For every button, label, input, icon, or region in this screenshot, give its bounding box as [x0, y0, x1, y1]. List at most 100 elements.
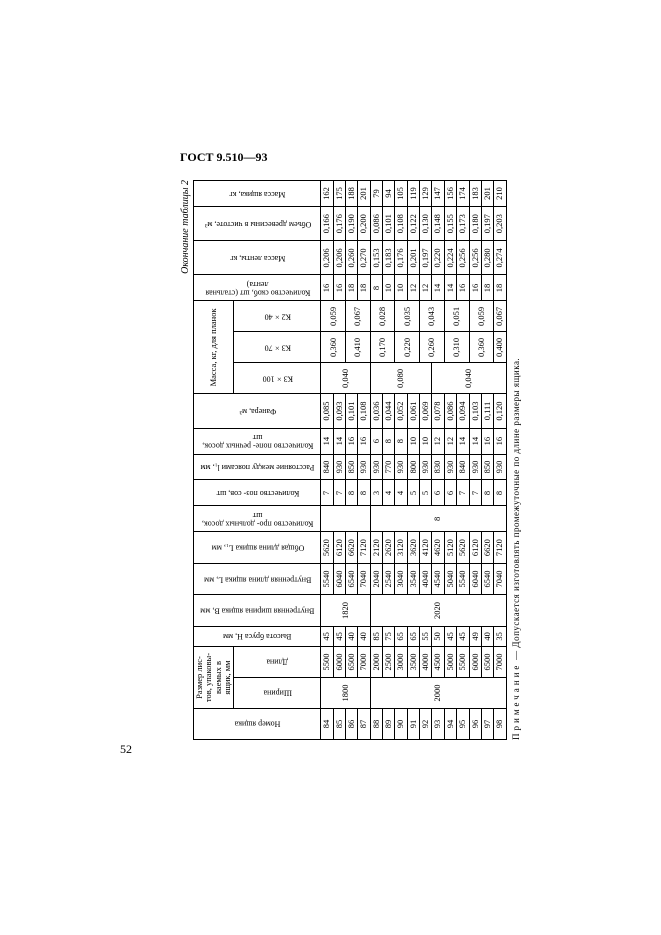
- table-cell: 3620: [407, 532, 419, 563]
- header-strap-mass: Масса ленты, кг: [194, 241, 321, 275]
- table-cell: 5620: [321, 532, 333, 563]
- header-number: Номер ящика: [194, 709, 321, 740]
- table-cell: 0,224: [444, 241, 456, 275]
- table-cell: 0,197: [420, 241, 432, 275]
- table-cell: [321, 506, 370, 532]
- table-cell: 40: [358, 626, 370, 646]
- table-cell: 0,153: [370, 241, 382, 275]
- table-cell: 3040: [395, 563, 407, 594]
- table-cell: 12: [444, 428, 456, 454]
- table-cell: 14: [432, 275, 444, 301]
- table-cell: 930: [333, 454, 345, 480]
- table-cell: 0,061: [407, 394, 419, 428]
- table-cell: 0,206: [333, 241, 345, 275]
- table-cell: 14: [444, 275, 456, 301]
- table-cell: 89: [383, 709, 395, 740]
- table-cell: 4620: [432, 532, 444, 563]
- table-cell: 3000: [395, 647, 407, 678]
- table-cell: 0,197: [481, 207, 493, 241]
- table-row: 97650040654066208850160,111180,2800,1972…: [481, 181, 493, 740]
- table-cell: 18: [346, 275, 358, 301]
- table-cell: 5040: [444, 563, 456, 594]
- table-cell: 0,122: [407, 207, 419, 241]
- table-cell: 97: [481, 709, 493, 740]
- table-cell: 830: [432, 454, 444, 480]
- table-cell: 16: [321, 275, 333, 301]
- table-cell: 0,200: [358, 207, 370, 241]
- table-cell: 0,206: [321, 241, 333, 275]
- table-cell: 65: [407, 626, 419, 646]
- table-cell: 12: [420, 275, 432, 301]
- table-cell: 0,059: [469, 301, 494, 332]
- table-cell: 6000: [333, 647, 345, 678]
- table-cell: 3120: [395, 532, 407, 563]
- table-cell: 0,040: [432, 363, 506, 394]
- table-cell: 16: [494, 428, 506, 454]
- table-cell: 6500: [346, 647, 358, 678]
- table-cell: 16: [469, 275, 481, 301]
- table-cell: 840: [457, 454, 469, 480]
- table-cell: 0,080: [370, 363, 432, 394]
- table-cell: 0,086: [444, 394, 456, 428]
- table-cell: 4: [395, 480, 407, 506]
- table-cell: 850: [346, 454, 358, 480]
- table-cell: 201: [481, 181, 493, 207]
- table-cell: 0,400: [494, 332, 506, 363]
- header-plank-mass: Масса, кг, для планок: [194, 301, 234, 394]
- table-cell: 0,028: [370, 301, 395, 332]
- table-cell: 0,059: [321, 301, 346, 332]
- table-cell: 6120: [469, 532, 481, 563]
- table-cell: 91: [407, 709, 419, 740]
- table-cell: 96: [469, 709, 481, 740]
- table-cell: 930: [444, 454, 456, 480]
- table-cell: 2620: [383, 532, 395, 563]
- table-cell: 0,176: [395, 241, 407, 275]
- table-cell: 174: [457, 181, 469, 207]
- table-cell: 6: [432, 480, 444, 506]
- table-cell: 0,183: [383, 241, 395, 275]
- header-beam-h: Высота бруса H, мм: [194, 626, 321, 646]
- table-cell: 6040: [333, 563, 345, 594]
- table-cell: 7040: [494, 563, 506, 594]
- table-cell: 0,180: [469, 207, 481, 241]
- table-cell: 0,103: [469, 394, 481, 428]
- table-cell: 45: [457, 626, 469, 646]
- header-cross-boards: Количество попе- речных досок, шт: [194, 428, 321, 454]
- table-cell: 85: [370, 626, 382, 646]
- table-cell: 8: [383, 428, 395, 454]
- table-cell: 75: [383, 626, 395, 646]
- table-cell: 4040: [420, 563, 432, 594]
- table-cell: 5000: [444, 647, 456, 678]
- table-cell: 0,035: [395, 301, 420, 332]
- table-cell: 5500: [321, 647, 333, 678]
- table-cell: 930: [370, 454, 382, 480]
- table-cell: 6500: [481, 647, 493, 678]
- table-cell: 40: [346, 626, 358, 646]
- table-cell: 16: [481, 428, 493, 454]
- table-cell: 45: [321, 626, 333, 646]
- table-cell: 0,256: [469, 241, 481, 275]
- table-cell: 4540: [432, 563, 444, 594]
- table-cell: 45: [444, 626, 456, 646]
- gost-header: ГОСТ 9.510—93: [180, 150, 268, 165]
- table-cell: 84: [321, 709, 333, 740]
- table-cell: 5540: [321, 563, 333, 594]
- table-cell: 0,260: [420, 332, 445, 363]
- table-cell: 0,094: [457, 394, 469, 428]
- table-cell: 8: [395, 428, 407, 454]
- header-k3x100: К3×100: [234, 363, 321, 394]
- table-cell: 10: [395, 275, 407, 301]
- table-cell: 2500: [383, 647, 395, 678]
- table-body: 8418005500451820554056207840140,0850,040…: [321, 181, 506, 740]
- table-cell: 6000: [469, 647, 481, 678]
- table-cell: 840: [321, 454, 333, 480]
- header-k3x70: К3×70: [234, 332, 321, 363]
- table-cell: 45: [333, 626, 345, 646]
- table-cell: 0,093: [333, 394, 345, 428]
- table-cell: 35: [494, 626, 506, 646]
- table-cell: 7: [321, 480, 333, 506]
- table-cell: 0,051: [444, 301, 469, 332]
- gost-table: Номер ящика Размер лис- тов, упаковы- ва…: [193, 180, 507, 740]
- table-row: 93450050454046206830120,0780,040140,2200…: [432, 181, 444, 740]
- header-inner-length: Внутренняя длина ящика L, мм: [194, 563, 321, 594]
